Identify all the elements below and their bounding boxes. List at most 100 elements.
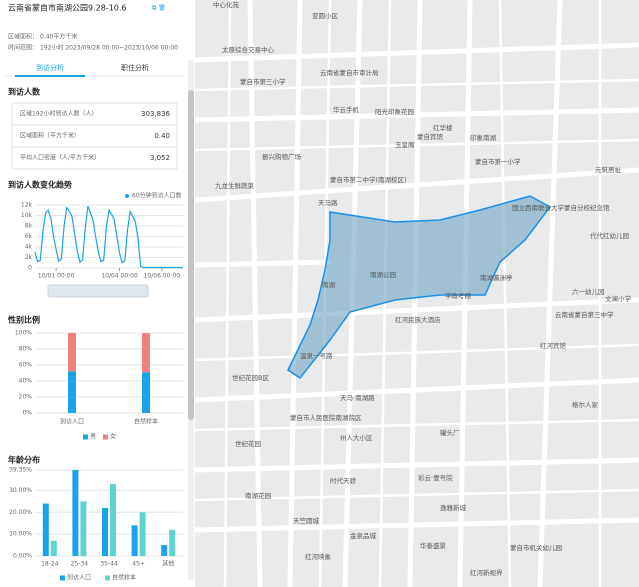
y-tick-label: 20%: [19, 394, 33, 401]
map-label: 红河映象: [305, 552, 332, 561]
map-label: 温泉一号路: [300, 351, 333, 360]
map-label: 蒙自宾馆: [417, 132, 444, 141]
time-label: 时间范围：: [8, 44, 38, 52]
map-label: 红华楼: [433, 123, 453, 132]
row-value: 0.40: [154, 132, 170, 140]
map-label: 罐头厂: [440, 428, 460, 437]
row-label: 区域面积（平方千米）: [20, 132, 80, 140]
row-label: 区域192小时到访人数（人）: [20, 110, 97, 118]
map-label: 红河新视界: [470, 568, 503, 577]
tab[interactable]: 职住分析: [121, 63, 149, 72]
y-tick-label: 40%: [19, 378, 33, 385]
x-tick-label: 10/06 00:00: [144, 273, 181, 280]
map-label: 天竺圆城: [293, 516, 320, 525]
map-label: 金泉品城: [350, 531, 377, 540]
area-label: 区域面积：: [8, 33, 38, 41]
x-tick-label: 10/04 00:00: [101, 273, 138, 280]
map-label: 天马路: [318, 198, 338, 207]
y-tick-label: 4k: [25, 244, 33, 251]
bar: [102, 507, 108, 556]
x-tick-label: 其他: [162, 560, 174, 568]
map-label: 国立西南联合大学蒙自分校纪念馆: [512, 203, 610, 212]
y-tick-label: 100%: [15, 330, 32, 337]
time-value: 192小时 2023/09/28 00:00~2023/10/06 00:00: [40, 44, 178, 52]
bar: [68, 371, 76, 413]
tab-active[interactable]: 到访分析: [36, 63, 64, 72]
y-tick-label: 2k: [25, 254, 33, 261]
title: 云南省蒙自市南湖公园9.28-10.6: [8, 3, 127, 13]
section-title: 到访人数: [8, 87, 41, 97]
map-label: 华云手机: [333, 105, 360, 114]
map-label: 红河宾馆: [540, 341, 567, 350]
chart-title: 性别比例: [8, 315, 40, 325]
y-tick-label: 10k: [21, 212, 33, 219]
line: [34, 205, 183, 269]
map-label: 世纪花园B区: [232, 373, 269, 382]
area-value: 0.40平方千米: [40, 33, 77, 41]
row-value: 3,052: [150, 154, 170, 162]
legend-label: 自然样本: [112, 574, 136, 582]
range-slider[interactable]: [47, 284, 149, 298]
y-tick-label: 60%: [19, 362, 33, 369]
map-label: 州人大小区: [340, 433, 373, 442]
y-tick-label: 6k: [25, 233, 33, 240]
map-label: 逸雅新城: [440, 503, 467, 512]
map-label: 云南省蒙自第三中学: [555, 310, 614, 319]
y-tick-label: 20.00%: [9, 509, 32, 516]
map-label: 华泰盛景: [420, 541, 447, 550]
legend-label: 到访人口: [67, 574, 91, 582]
map-label: 振兴购物广场: [262, 152, 302, 161]
bar: [131, 525, 138, 556]
x-tick-label: 25-34: [71, 561, 89, 568]
metrics-table: [11, 102, 178, 170]
edit-icon[interactable]: ⧉ 🗑: [152, 4, 166, 12]
map-label: 阳光印象花园: [375, 107, 414, 116]
map-label: 云南省蒙自市审计局: [320, 68, 379, 77]
map-label: 代代红幼儿园: [590, 231, 629, 240]
bar: [72, 470, 79, 556]
map-label: 元筑居祉: [595, 165, 622, 174]
map-label: 九龙生鲜蔬菜: [215, 181, 255, 190]
map-label: 蒙自市第二中学(南湖校区): [330, 175, 407, 184]
scrollbar-thumb[interactable]: [188, 90, 194, 420]
map-label: 红河民族大酒店: [395, 315, 441, 324]
chart-title: 年龄分布: [8, 455, 40, 465]
bar: [68, 333, 76, 372]
map-label: 蒙自市人民医院南湖院区: [290, 413, 362, 422]
y-tick-label: 30.00%: [9, 487, 32, 494]
bar: [139, 512, 146, 556]
map-label: 印象南湖: [470, 133, 497, 142]
map-label: 蒙自市机关幼儿园: [510, 543, 562, 552]
y-tick-label: 12k: [21, 202, 33, 209]
y-tick-label: 0: [28, 265, 32, 272]
map-label: 天马·南湖路: [340, 393, 375, 402]
map-label: 六一幼儿园: [572, 287, 605, 296]
bar: [142, 333, 150, 373]
y-tick-label: 39.35%: [9, 467, 32, 474]
y-tick-label: 0.00%: [13, 553, 32, 560]
x-tick-label: 45+: [132, 561, 145, 568]
y-tick-label: 80%: [19, 346, 33, 353]
legend-swatch: [105, 575, 110, 581]
map-label: 南湖: [322, 280, 336, 289]
row-value: 303,836: [141, 110, 170, 118]
legend-swatch: [103, 434, 108, 440]
map-label: 格尔人家: [572, 400, 599, 409]
map-label: 蒙自市第三小学: [240, 77, 286, 86]
legend-label: 男: [90, 434, 96, 441]
map-label: 文澜小学: [605, 294, 632, 303]
legend-label: 60分钟到访人口数: [132, 192, 182, 200]
y-tick-label: 8k: [25, 223, 33, 230]
map-label: 亚圆小区: [312, 11, 339, 20]
bar: [42, 503, 49, 556]
map-label: 中心化苑: [213, 0, 240, 9]
map-label: 南湖花园: [245, 491, 271, 500]
x-tick-label: 18-24: [41, 561, 59, 568]
x-tick-label: 10/01 00:00: [38, 273, 75, 280]
legend-swatch: [83, 434, 88, 440]
bar: [161, 545, 168, 556]
map-label: 南湖瀛洲亭: [480, 273, 513, 282]
chart-title: 到访人数变化趋势: [8, 180, 72, 190]
y-tick-label: 10.00%: [9, 531, 32, 538]
